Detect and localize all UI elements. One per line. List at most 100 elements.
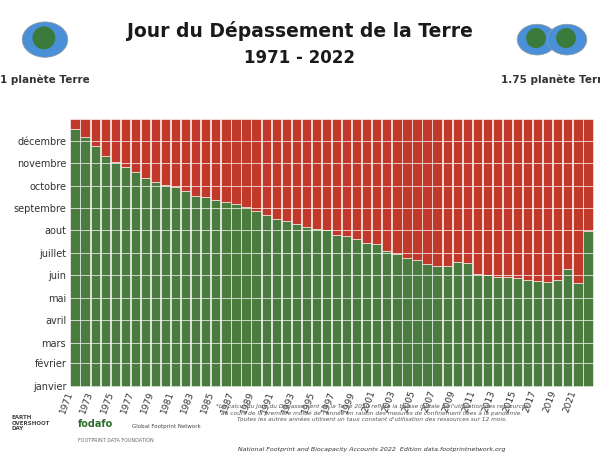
Bar [573,119,583,282]
Bar [201,198,211,387]
Bar [171,187,180,387]
Bar [372,244,382,387]
Bar [433,119,442,266]
Bar [80,137,90,387]
Bar [302,227,311,387]
Bar [80,119,90,137]
Bar [523,281,532,387]
Bar [443,119,452,267]
Bar [91,146,100,387]
Bar [513,119,522,278]
Bar [382,119,391,251]
Bar [302,119,311,227]
Bar [533,119,542,281]
Bar [422,264,431,387]
Text: *Le calcul du Jour du Dépassement de la Terre 2020 reflète la baisse initiale de: *Le calcul du Jour du Dépassement de la … [215,403,529,423]
Bar [463,119,472,263]
Bar [141,119,150,178]
Bar [543,282,553,387]
Bar [513,278,522,387]
Bar [262,215,271,387]
Bar [372,119,382,244]
Bar [553,119,562,281]
Bar [151,119,160,182]
Bar [342,235,351,387]
Bar [262,119,271,215]
Bar [110,162,120,387]
Bar [342,119,351,235]
Bar [362,243,371,387]
Text: Global Footprint Network: Global Footprint Network [132,424,201,429]
Bar [412,260,422,387]
Bar [292,224,301,387]
Bar [412,119,422,260]
Bar [322,119,331,230]
Text: 1.75 planète Terre: 1.75 planète Terre [501,75,600,85]
Bar [463,263,472,387]
Bar [483,275,492,387]
Bar [452,262,462,387]
Bar [433,266,442,387]
Bar [563,268,572,387]
Bar [403,258,412,387]
Bar [392,119,401,254]
Text: 1 planète Terre: 1 planète Terre [0,75,90,85]
Bar [161,185,170,387]
Bar [91,119,100,146]
Bar [281,221,291,387]
Bar [332,235,341,387]
Bar [332,119,341,235]
Bar [151,182,160,387]
Bar [493,119,502,277]
Bar [251,119,260,211]
Bar [553,281,562,387]
Bar [171,119,180,187]
Bar [241,119,251,207]
Bar [70,119,80,129]
Bar [211,119,220,199]
Bar [392,254,401,387]
Bar [403,119,412,258]
Bar [281,119,291,221]
Text: fodafo: fodafo [78,419,113,429]
Bar [121,166,130,387]
Bar [312,119,321,229]
Bar [422,119,431,264]
Bar [272,119,281,219]
Bar [583,119,593,231]
Bar [272,219,281,387]
Bar [543,119,553,282]
Bar [181,191,190,387]
Bar [131,119,140,172]
Bar [101,156,110,387]
Bar [473,119,482,274]
Bar [503,277,512,387]
Bar [191,196,200,387]
Bar [483,119,492,275]
Bar [121,119,130,166]
Bar [232,119,241,204]
Text: National Footprint and Biocapacity Accounts 2022  Edition data.footprintnetwork.: National Footprint and Biocapacity Accou… [238,447,506,452]
Bar [110,119,120,162]
Text: EARTH
OVERSHOOT
DAY: EARTH OVERSHOOT DAY [12,415,50,432]
Text: Jour du Dépassement de la Terre: Jour du Dépassement de la Terre [127,21,473,41]
Bar [181,119,190,191]
Bar [292,119,301,224]
Bar [70,129,80,387]
Bar [251,211,260,387]
Bar [382,251,391,387]
Bar [443,267,452,387]
Bar [221,119,230,202]
Bar [191,119,200,196]
Bar [523,119,532,281]
Bar [241,207,251,387]
Text: 1971 - 2022: 1971 - 2022 [245,49,355,67]
Bar [473,274,482,387]
Bar [232,204,241,387]
Bar [201,119,211,198]
Bar [452,119,462,262]
Text: FOOTPRINT DATA FOUNDATION: FOOTPRINT DATA FOUNDATION [78,438,154,443]
Bar [352,239,361,387]
Bar [141,178,150,387]
Bar [211,199,220,387]
